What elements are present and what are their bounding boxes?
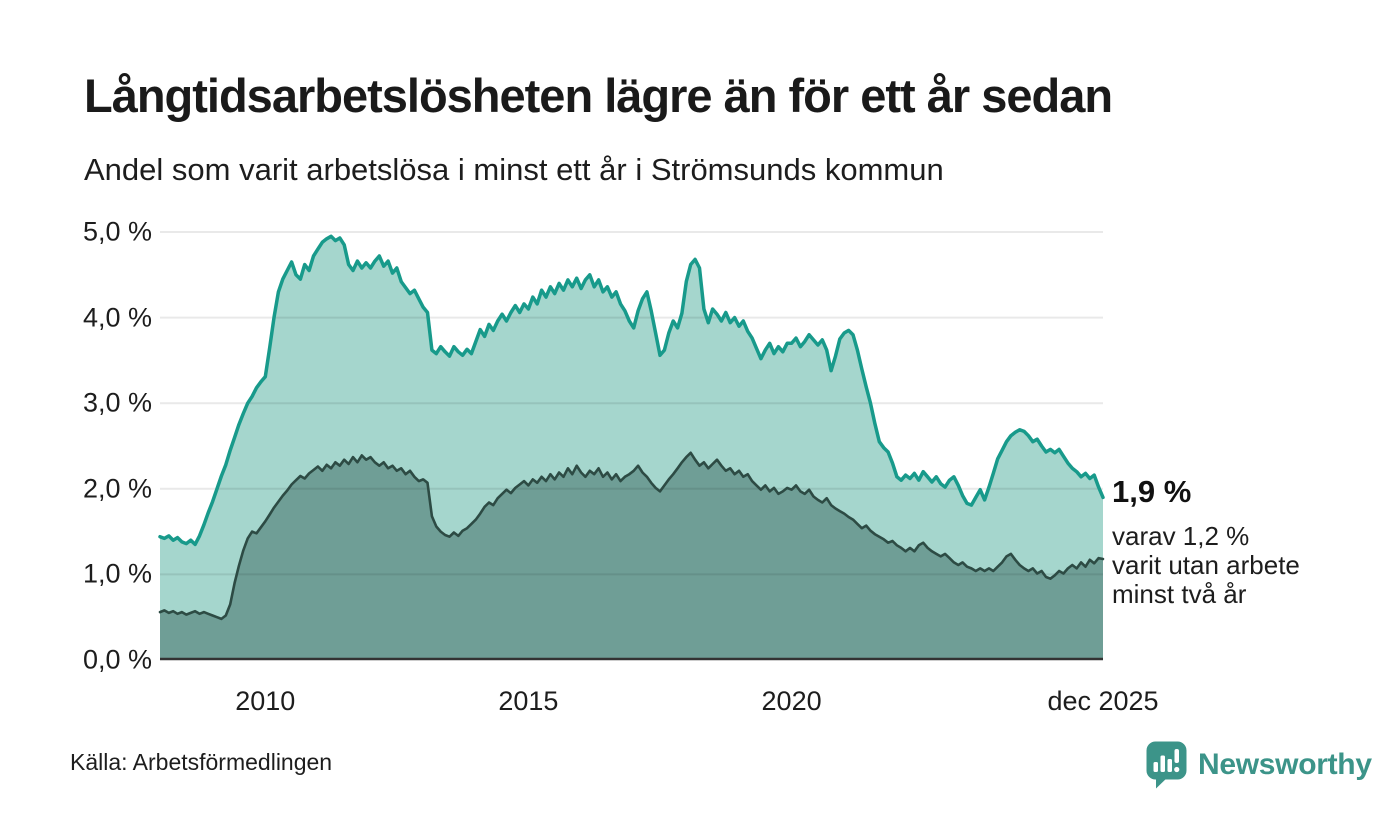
latest-value-annotation: 1,9 % varav 1,2 % varit utan arbete minst … [1112,474,1382,609]
source-note: Källa: Arbetsförmedlingen [70,749,333,775]
latest-value-label: 1,9 % [1112,474,1192,509]
chart-plot-area [158,231,1105,661]
brand-name: Newsworthy [1198,748,1372,781]
y-tick-label: 0,0 % [82,644,152,675]
x-axis: 2010 2015 2020 dec 2025 [160,686,1158,726]
latest-value-detail: varav 1,2 % varit utan arbete minst två år [1112,521,1300,609]
y-tick-label: 4,0 % [82,302,152,333]
x-tick-label: dec 2025 [1047,686,1159,716]
x-tick-label: 2015 [498,686,559,716]
page-title: Långtidsarbetslösheten lägre än för ett … [84,69,1113,122]
x-tick-label: 2010 [235,686,296,716]
y-tick-label: 2,0 % [82,473,152,504]
y-tick-label: 1,0 % [82,558,152,589]
y-tick-label: 3,0 % [82,387,152,418]
newsworthy-icon [1146,741,1187,789]
y-tick-label: 5,0 % [82,216,152,247]
y-axis: 0,0 % 1,0 % 2,0 % 3,0 % 4,0 % 5,0 % [0,217,152,675]
x-tick-label: 2020 [761,686,822,716]
brand-logo: Newsworthy [1146,740,1372,790]
page-subtitle: Andel som varit arbetslösa i minst ett å… [84,152,944,187]
plot-svg [158,231,1105,661]
